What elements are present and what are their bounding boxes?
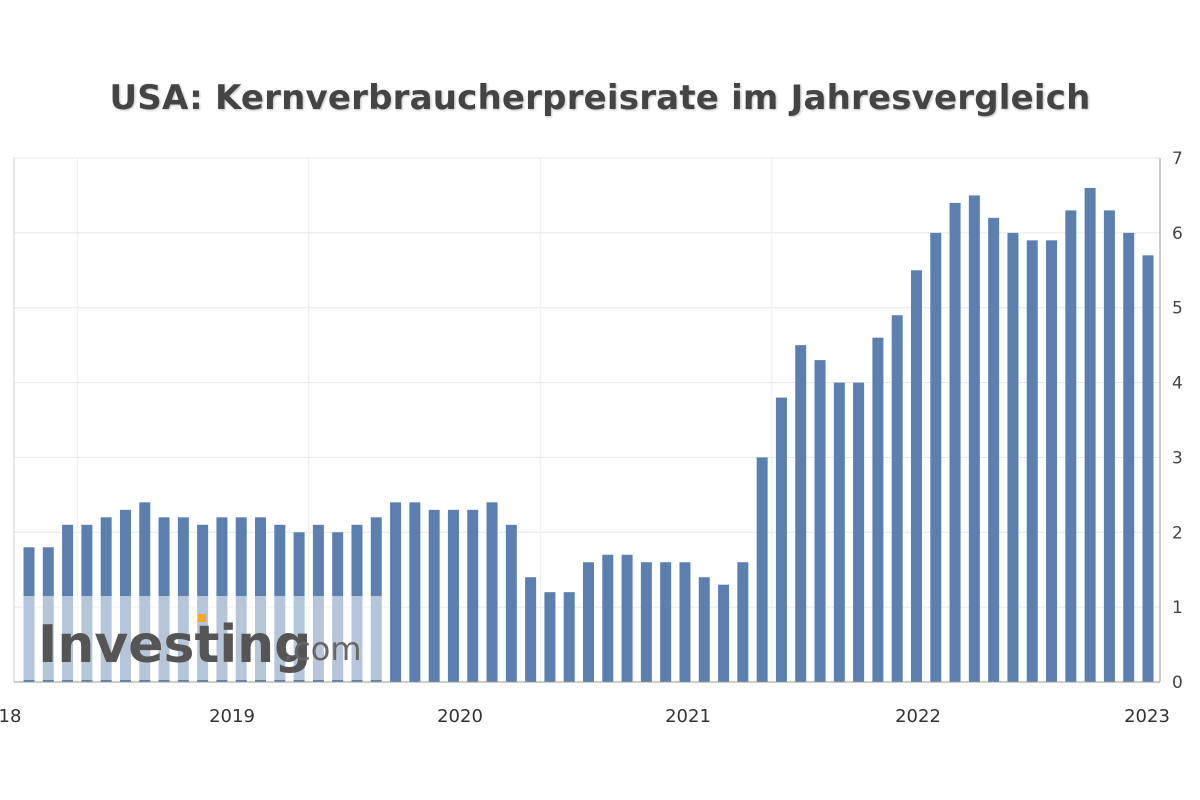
bar xyxy=(505,524,517,682)
bar xyxy=(447,509,459,682)
bar xyxy=(1046,240,1058,682)
bar xyxy=(660,562,672,682)
y-tick-label: 3 xyxy=(1172,448,1183,468)
bar xyxy=(583,562,594,682)
bar xyxy=(563,592,575,682)
bar xyxy=(930,232,942,683)
bar xyxy=(756,457,768,682)
bar xyxy=(1065,210,1077,682)
bar xyxy=(814,360,826,682)
bar xyxy=(139,502,151,682)
x-tick-label: 2020 xyxy=(437,706,483,727)
bar xyxy=(409,502,421,682)
bar xyxy=(698,577,710,682)
bar xyxy=(1142,255,1154,682)
bar xyxy=(910,270,922,682)
bar xyxy=(949,202,961,682)
watermark-dot-accent xyxy=(198,614,206,622)
bar xyxy=(1007,232,1019,683)
x-tick-label: 2021 xyxy=(665,706,711,727)
bar xyxy=(602,554,614,682)
y-tick-label: 4 xyxy=(1172,374,1183,394)
bar xyxy=(390,502,402,682)
watermark-backdrop xyxy=(22,596,390,680)
axis-layer: 0 1 2 3 4 5 6 7 18 2019 2020 2021 2022 2023 xyxy=(0,149,1183,727)
bar xyxy=(486,502,498,682)
bar xyxy=(853,382,865,682)
bar xyxy=(795,345,807,682)
x-tick-label: 2023 xyxy=(1124,706,1170,727)
bar xyxy=(833,382,845,682)
chart-title: USA: Kernverbraucherpreisrate im Jahresv… xyxy=(109,78,1091,118)
bar xyxy=(467,509,479,682)
bar xyxy=(1103,210,1115,682)
watermark-sub: .com xyxy=(283,630,362,668)
bar xyxy=(428,509,440,682)
bar xyxy=(775,397,787,682)
bar xyxy=(621,554,633,682)
bar xyxy=(872,337,884,682)
bar xyxy=(1084,187,1096,682)
bar xyxy=(891,315,903,682)
bar xyxy=(544,592,556,682)
y-tick-label: 7 xyxy=(1172,149,1183,169)
bar xyxy=(525,577,537,682)
y-tick-label: 5 xyxy=(1172,299,1183,319)
y-tick-label: 2 xyxy=(1172,523,1183,543)
bar xyxy=(1026,240,1038,682)
bar xyxy=(640,562,652,682)
x-tick-label: 2022 xyxy=(895,706,941,727)
x-tick-label: 2019 xyxy=(209,706,255,727)
y-tick-label: 1 xyxy=(1172,598,1183,618)
bar xyxy=(737,562,749,682)
bar xyxy=(1123,232,1135,683)
watermark-main: Investing xyxy=(38,615,311,675)
bar xyxy=(119,509,131,682)
x-tick-label: 18 xyxy=(0,706,21,727)
bar xyxy=(968,195,980,682)
bar xyxy=(718,584,730,682)
bar xyxy=(988,217,1000,682)
y-tick-label: 6 xyxy=(1172,224,1183,244)
y-tick-label: 0 xyxy=(1172,673,1183,693)
bar xyxy=(679,562,691,682)
investing-watermark: Investing .com xyxy=(22,596,390,680)
